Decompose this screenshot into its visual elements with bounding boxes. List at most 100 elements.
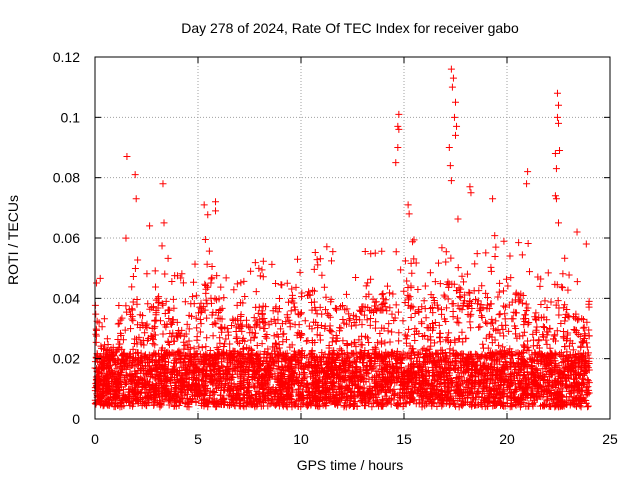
data-point: [115, 319, 123, 327]
data-point: [333, 306, 341, 314]
data-point: [342, 290, 350, 298]
data-point: [209, 332, 217, 340]
chart-title: Day 278 of 2024, Rate Of TEC Index for r…: [181, 20, 519, 36]
data-point: [435, 321, 443, 329]
data-point: [392, 301, 400, 309]
data-point: [491, 232, 499, 240]
data-point: [127, 325, 135, 333]
data-point: [318, 271, 326, 279]
data-point: [100, 315, 108, 323]
data-point: [422, 377, 430, 385]
data-point: [572, 326, 580, 334]
data-point: [561, 317, 569, 325]
data-point: [491, 379, 499, 387]
data-point: [224, 328, 232, 336]
data-point: [278, 320, 286, 328]
data-point: [579, 324, 587, 332]
data-point: [436, 329, 444, 337]
data-point: [345, 316, 353, 324]
data-point: [131, 265, 139, 273]
data-point: [343, 341, 351, 349]
data-point: [518, 251, 526, 259]
data-point: [475, 323, 483, 331]
data-point: [476, 323, 484, 331]
data-point: [491, 252, 499, 260]
data-point: [498, 321, 506, 329]
data-point: [92, 338, 100, 346]
data-point: [318, 310, 326, 318]
data-point: [467, 324, 475, 332]
data-point: [454, 314, 462, 322]
data-point: [158, 242, 166, 250]
data-point: [443, 333, 451, 341]
data-point: [407, 313, 415, 321]
data-point: [536, 282, 544, 290]
data-point: [179, 279, 187, 287]
data-point: [462, 335, 470, 343]
data-point: [443, 304, 451, 312]
data-point: [183, 320, 191, 328]
data-point: [411, 336, 419, 344]
data-point: [468, 304, 476, 312]
data-point: [473, 250, 481, 258]
data-point: [496, 279, 504, 287]
data-point: [458, 328, 466, 336]
data-point: [500, 302, 508, 310]
data-point: [386, 304, 394, 312]
data-point: [158, 300, 166, 308]
data-point: [180, 358, 188, 366]
data-point: [441, 293, 449, 301]
data-point: [560, 304, 568, 312]
data-point: [522, 300, 530, 308]
data-point: [211, 295, 219, 303]
data-point: [189, 293, 197, 301]
data-point: [543, 304, 551, 312]
data-point: [283, 349, 291, 357]
data-point: [421, 282, 429, 290]
data-point: [190, 278, 198, 286]
data-point: [241, 292, 249, 300]
data-point: [383, 307, 391, 315]
data-point: [305, 288, 313, 296]
data-point: [302, 337, 310, 345]
data-point: [285, 316, 293, 324]
data-point: [363, 316, 371, 324]
data-point: [357, 375, 365, 383]
data-point: [449, 313, 457, 321]
data-point: [505, 327, 513, 335]
data-point: [213, 385, 221, 393]
data-point: [394, 308, 402, 316]
data-point: [108, 351, 116, 359]
data-point: [109, 382, 117, 390]
data-point: [224, 401, 232, 409]
data-point: [449, 300, 457, 308]
data-point: [141, 329, 149, 337]
data-point: [320, 283, 328, 291]
data-point: [361, 347, 369, 355]
data-point: [113, 364, 121, 372]
data-point: [494, 293, 502, 301]
data-point: [290, 347, 298, 355]
data-point: [260, 319, 268, 327]
data-point: [272, 280, 280, 288]
data-point: [151, 267, 159, 275]
data-point: [138, 319, 146, 327]
data-point: [277, 325, 285, 333]
data-point: [134, 256, 142, 264]
data-point: [288, 285, 296, 293]
data-point: [457, 285, 465, 293]
data-point: [316, 255, 324, 263]
data-point: [376, 329, 384, 337]
data-point: [233, 338, 241, 346]
data-point: [270, 332, 278, 340]
data-point: [436, 334, 444, 342]
data-point: [282, 318, 290, 326]
data-point: [459, 338, 467, 346]
data-point: [274, 308, 282, 316]
data-point: [317, 322, 325, 330]
data-point: [551, 280, 559, 288]
data-point: [435, 259, 443, 267]
data-point: [173, 272, 181, 280]
data-point: [561, 301, 569, 309]
data-point: [166, 330, 174, 338]
